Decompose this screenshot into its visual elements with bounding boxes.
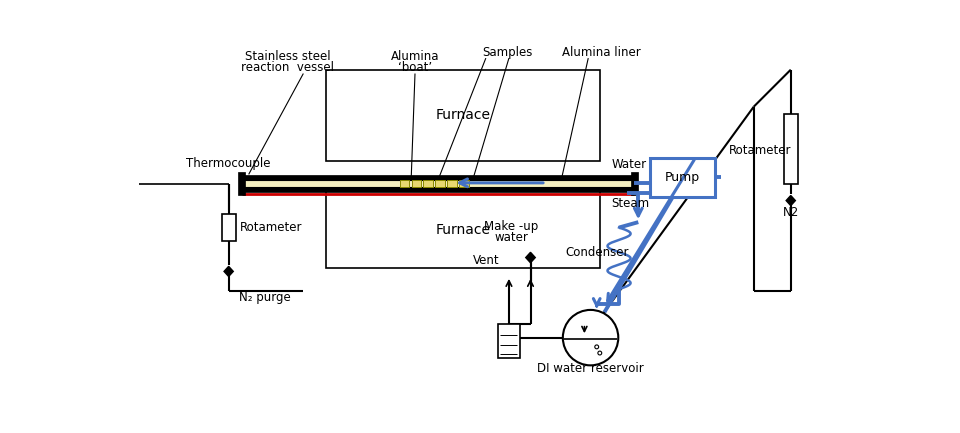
Bar xyxy=(447,180,457,187)
Text: Condenser: Condenser xyxy=(565,246,629,259)
Bar xyxy=(423,180,433,187)
Text: Vent: Vent xyxy=(472,254,499,267)
Bar xyxy=(399,180,409,187)
Text: N₂ purge: N₂ purge xyxy=(239,291,291,304)
Bar xyxy=(326,70,600,161)
Text: Make -up: Make -up xyxy=(484,220,539,233)
Circle shape xyxy=(598,351,602,355)
Bar xyxy=(412,180,420,187)
Text: Steam: Steam xyxy=(612,197,650,210)
Bar xyxy=(498,324,519,359)
Text: Water: Water xyxy=(612,158,646,171)
Bar xyxy=(222,214,235,241)
Text: Pump: Pump xyxy=(665,171,700,184)
Polygon shape xyxy=(224,266,233,277)
Bar xyxy=(242,180,635,187)
Polygon shape xyxy=(786,195,796,206)
Polygon shape xyxy=(526,252,536,263)
Text: Furnace: Furnace xyxy=(436,108,491,122)
Text: DI water reservoir: DI water reservoir xyxy=(538,362,644,375)
Text: Rotameter: Rotameter xyxy=(730,144,792,157)
Circle shape xyxy=(595,345,599,349)
Bar xyxy=(436,180,444,187)
Text: Stainless steel: Stainless steel xyxy=(245,50,331,63)
Text: Samples: Samples xyxy=(482,46,533,59)
Circle shape xyxy=(563,310,618,365)
Text: N2: N2 xyxy=(782,206,799,219)
Text: water: water xyxy=(494,231,528,244)
Bar xyxy=(650,158,715,197)
Text: Alumina liner: Alumina liner xyxy=(562,46,640,59)
Text: reaction  vessel: reaction vessel xyxy=(242,61,334,74)
Text: ‘boat’: ‘boat’ xyxy=(398,61,432,74)
Bar xyxy=(326,191,600,268)
Text: Thermocouple: Thermocouple xyxy=(186,157,271,170)
Bar xyxy=(783,114,798,184)
Bar xyxy=(242,175,635,180)
Bar xyxy=(242,187,635,192)
Bar xyxy=(238,172,245,195)
Text: Rotameter: Rotameter xyxy=(239,221,302,234)
Bar xyxy=(459,180,468,187)
Text: Furnace: Furnace xyxy=(436,223,491,237)
Text: Alumina: Alumina xyxy=(391,50,440,63)
Bar xyxy=(631,172,637,195)
